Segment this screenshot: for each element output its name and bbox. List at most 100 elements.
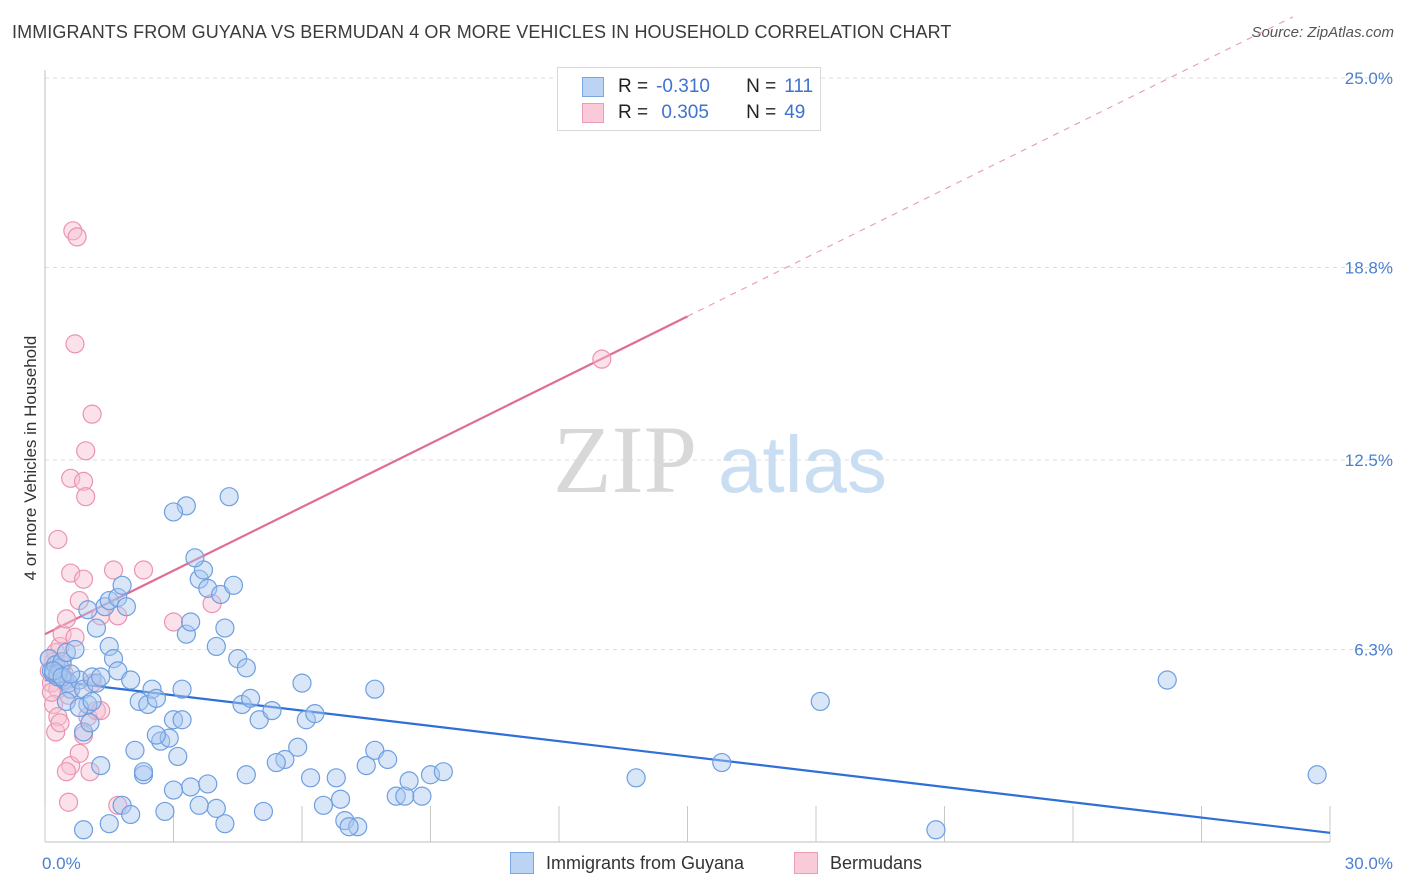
guyana-point: [288, 737, 308, 757]
guyana-point: [121, 670, 141, 690]
guyana-point: [181, 777, 201, 797]
guyana-point: [215, 814, 235, 834]
guyana-point: [365, 679, 385, 699]
bermudans-point: [592, 349, 612, 369]
guyana-point: [433, 762, 453, 782]
guyana-point: [236, 765, 256, 785]
legend-n-label: N =: [746, 102, 777, 123]
legend-label-bermudans: Bermudans: [830, 852, 923, 873]
source-label: Source: ZipAtlas.com: [1251, 24, 1394, 41]
bermudans-point: [73, 569, 94, 589]
legend-r-label: R =: [618, 76, 649, 97]
bermudans-point: [103, 560, 124, 580]
guyana-point: [223, 575, 244, 595]
guyana-point: [80, 713, 100, 733]
legend-item-bermudans: Bermudans: [794, 852, 922, 874]
grid-lines: [45, 77, 1392, 650]
guyana-point: [810, 691, 830, 712]
x-tick-label-min: 0.0%: [42, 854, 81, 873]
guyana-point: [142, 679, 162, 699]
guyana-point: [133, 762, 154, 782]
guyana-point: [172, 679, 192, 699]
bermudans-point: [76, 441, 96, 461]
guyana-point: [926, 820, 946, 840]
guyana-point: [112, 575, 132, 595]
legend-item-guyana: Immigrants from Guyana: [510, 852, 744, 874]
bermudans-point: [82, 404, 102, 424]
guyana-point: [155, 801, 175, 822]
guyana-point: [206, 636, 226, 657]
guyana-trend-line: [44, 678, 1331, 834]
y-tick-label: 12.5%: [1345, 451, 1393, 470]
bermudans-point: [133, 560, 154, 580]
bermudans-point: [65, 334, 85, 354]
bermudans-point: [58, 792, 79, 812]
tick-labels: 6.3% 12.5% 18.8% 25.0% 0.0% 30.0%: [42, 69, 1393, 873]
chart-title: IMMIGRANTS FROM GUYANA VS BERMUDAN 4 OR …: [12, 22, 952, 42]
guyana-point: [146, 725, 166, 745]
guyana-point: [99, 636, 119, 657]
guyana-point: [313, 795, 334, 815]
watermark-atlas: atlas: [718, 420, 887, 509]
y-tick-label: 6.3%: [1354, 640, 1393, 659]
legend-row-guyana: R = -0.310 N = 111: [582, 76, 813, 98]
guyana-point: [91, 667, 111, 687]
bermudans-point: [67, 227, 87, 247]
guyana-point: [168, 746, 188, 767]
bermudans-point: [69, 743, 89, 763]
guyana-point: [266, 752, 286, 773]
guyana-point: [712, 752, 732, 773]
guyana-point: [163, 502, 184, 522]
bermudans-point: [80, 762, 100, 782]
guyana-point: [172, 710, 192, 730]
guyana-point: [241, 688, 261, 708]
legend-n-label: N =: [746, 76, 777, 97]
guyana-points: [39, 487, 1327, 840]
bermudans-point: [56, 609, 77, 629]
guyana-point: [189, 795, 209, 815]
legend-swatch-blue: [582, 77, 604, 97]
bermudans-point: [50, 713, 70, 733]
guyana-point: [399, 771, 419, 791]
guyana-point: [73, 820, 94, 840]
guyana-point: [356, 755, 376, 776]
guyana-point: [198, 774, 218, 794]
legend-r-value: 0.305: [656, 102, 709, 123]
bermudans-point: [163, 612, 184, 632]
legend-swatch-pink: [794, 852, 818, 874]
legend-swatch-blue: [510, 852, 534, 874]
guyana-point: [1307, 765, 1327, 785]
guyana-point: [219, 487, 239, 507]
guyana-point: [326, 768, 346, 788]
guyana-point: [395, 786, 415, 806]
legend-n-value: 49: [784, 102, 806, 123]
guyana-point: [121, 804, 141, 825]
guyana-point: [1157, 670, 1177, 690]
guyana-point: [86, 618, 107, 638]
bermudans-point: [56, 762, 77, 782]
guyana-point: [61, 664, 81, 684]
guyana-point: [330, 789, 351, 809]
bermudans-point: [46, 722, 66, 742]
bermudans-trend-extension: [687, 16, 1294, 317]
guyana-point: [412, 786, 432, 806]
trend-lines: [44, 16, 1331, 834]
guyana-point: [163, 780, 184, 800]
guyana-point: [253, 801, 274, 822]
legend-n-value: 111: [784, 76, 814, 97]
stats-legend: R = -0.310 N = 111 R = 0.305 N = 49: [557, 67, 821, 131]
guyana-point: [78, 600, 98, 620]
guyana-point: [65, 639, 85, 660]
watermark: ZIP atlas: [553, 406, 887, 513]
series-legend: Immigrants from Guyana Bermudans: [0, 852, 1406, 878]
guyana-point: [626, 768, 646, 788]
guyana-point: [215, 618, 235, 638]
bermudans-trend-line: [44, 315, 688, 636]
guyana-point: [292, 673, 312, 693]
bermudans-points: [39, 221, 612, 815]
guyana-point: [305, 704, 325, 724]
legend-r-label: R =: [618, 102, 649, 123]
guyana-point: [103, 649, 124, 669]
x-tick-label-max: 30.0%: [1345, 854, 1393, 873]
